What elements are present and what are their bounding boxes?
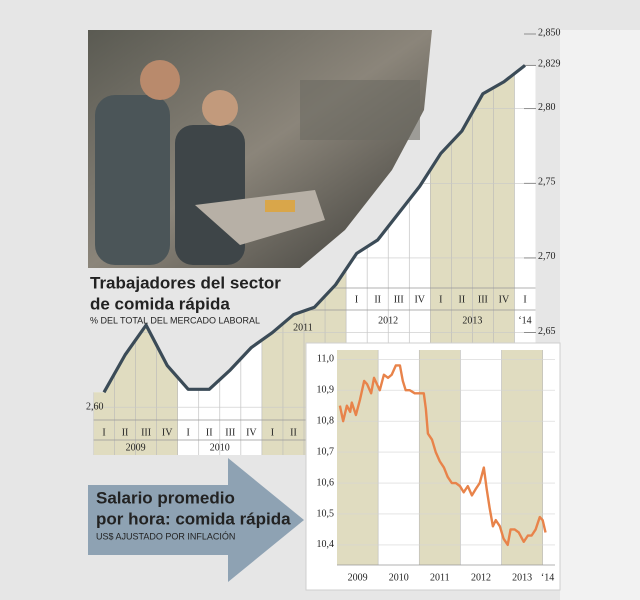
y-tick-label: 2,75 <box>538 177 556 188</box>
x-tick-label: 2009 <box>348 572 368 583</box>
y-tick-label: 10,9 <box>317 385 335 396</box>
x-tick-label: III <box>225 427 235 438</box>
y-tick-label: 2,80 <box>538 102 556 113</box>
year-label: ‘14 <box>518 315 531 326</box>
x-tick-label: I <box>355 294 358 305</box>
y-tick-label: 10,4 <box>317 539 335 550</box>
x-tick-label: I <box>439 294 442 305</box>
y-tick-label: 2,70 <box>538 251 556 262</box>
x-tick-label: II <box>122 427 129 438</box>
x-tick-label: 2012 <box>471 572 491 583</box>
year-band <box>419 350 461 565</box>
year-label: 2013 <box>462 315 482 326</box>
y-tick-label: 10,5 <box>317 508 335 519</box>
line <box>338 364 547 547</box>
x-tick-label: IV <box>499 294 510 305</box>
line <box>102 64 526 394</box>
x-tick-label: IV <box>246 427 257 438</box>
chart-subtitle: % DEL TOTAL DEL MERCADO LABORAL <box>90 315 260 325</box>
x-tick-label: IV <box>162 427 173 438</box>
x-tick-label: 2011 <box>430 572 450 583</box>
x-tick-label: I <box>102 427 105 438</box>
arrow <box>88 458 304 582</box>
y-tick-label: 2,829 <box>538 59 561 70</box>
year-band <box>337 350 379 565</box>
y-tick-label: 2,850 <box>538 27 561 38</box>
y-tick-label: 11,0 <box>317 354 334 365</box>
x-tick-label: III <box>478 294 488 305</box>
y-tick-label: 2,65 <box>538 326 556 337</box>
background-swoosh <box>430 30 640 600</box>
x-tick-label: I <box>523 294 526 305</box>
chart-title: Trabajadores del sector <box>90 273 281 292</box>
year-label: 2010 <box>210 442 230 453</box>
chart-title: de comida rápida <box>90 294 230 313</box>
x-tick-label: II <box>206 427 213 438</box>
y-tick-label: 10,7 <box>317 446 335 457</box>
chart-employment-titles: Trabajadores del sector de comida rápida%… <box>90 273 281 325</box>
x-tick-label: II <box>459 294 466 305</box>
x-tick-label: IV <box>414 294 425 305</box>
chart-title: por hora: comida rápida <box>96 509 291 528</box>
x-tick-label: 2010 <box>389 572 409 583</box>
x-tick-label: II <box>290 427 297 438</box>
photo <box>88 30 432 268</box>
chart-title: Salario promedio <box>96 488 235 507</box>
x-tick-label: II <box>374 294 381 305</box>
x-tick-label: III <box>141 427 151 438</box>
chart-subtitle: US$ AJUSTADO POR INFLACIÓN <box>96 531 235 541</box>
year-label: 2009 <box>126 442 146 453</box>
x-tick-label: I <box>187 427 190 438</box>
chart-wages: Salario promedio por hora: comida rápida U… <box>96 342 561 591</box>
x-tick-label: 2013 <box>512 572 532 583</box>
y-tick-label: 10,6 <box>317 477 335 488</box>
x-tick-label: III <box>394 294 404 305</box>
year-band <box>501 350 543 565</box>
y-tick-label: 10,8 <box>317 415 335 426</box>
year-label: 2012 <box>378 315 398 326</box>
x-tick-label: ‘14 <box>541 572 554 583</box>
x-tick-label: I <box>271 427 274 438</box>
year-label: 2011 <box>293 322 313 333</box>
y-tick-label: 2,60 <box>86 402 104 413</box>
